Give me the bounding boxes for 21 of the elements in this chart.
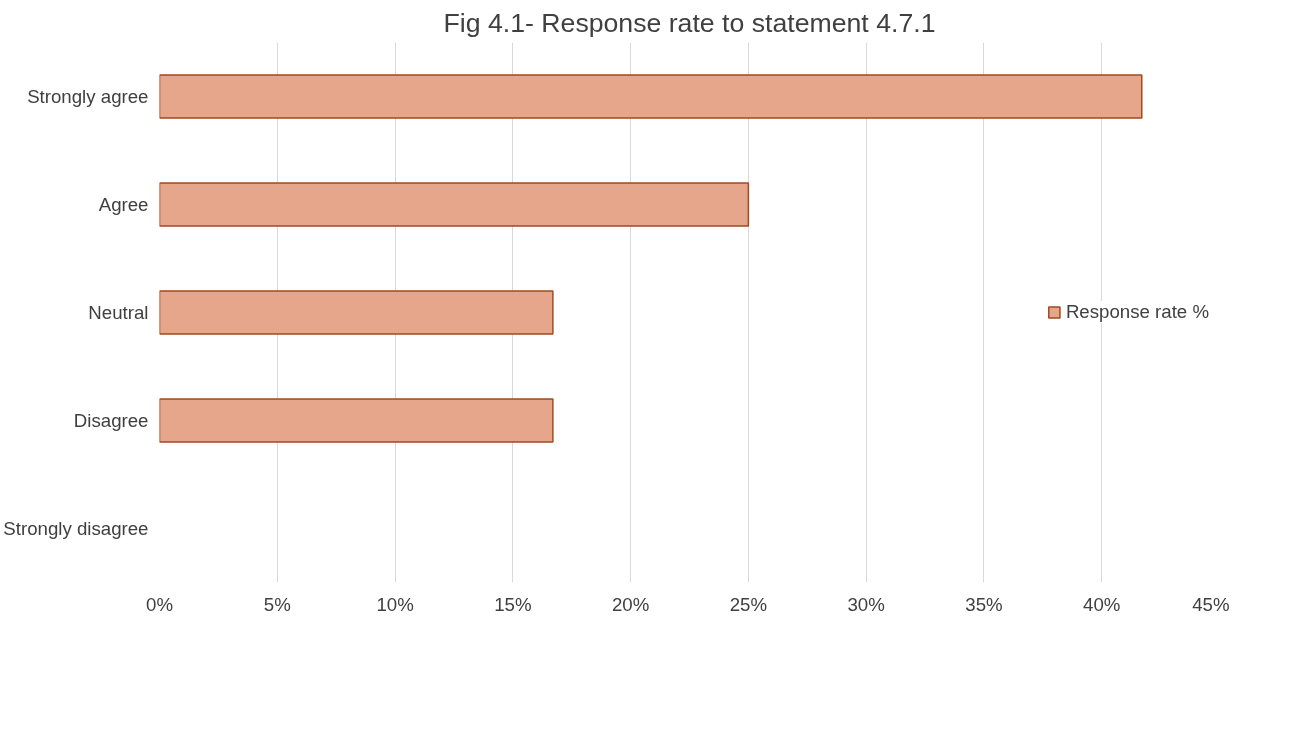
y-tick-label: Strongly disagree [3, 518, 149, 539]
x-tick-label: 45% [1192, 593, 1230, 615]
x-tick-label: 15% [494, 593, 532, 615]
y-tick-label: Agree [98, 194, 149, 215]
y-tick-label: Disagree [73, 410, 149, 431]
chart-title: Fig 4.1- Response rate to statement 4.7.1 [443, 7, 936, 38]
x-tick-label: 10% [376, 593, 414, 615]
x-tick-label: 25% [729, 593, 768, 615]
legend-label: Response rate % [1065, 301, 1209, 323]
x-tick-label: 40% [1083, 593, 1121, 615]
x-tick-label: 35% [965, 593, 1003, 615]
bar [159, 74, 1143, 119]
bar [159, 182, 750, 227]
y-tick-label: Neutral [88, 302, 149, 323]
x-tick-label: 5% [263, 593, 291, 615]
y-tick-label: Strongly agree [27, 86, 149, 107]
x-tick-label: 20% [611, 593, 650, 615]
bar [159, 290, 554, 335]
x-tick-label: 0% [146, 593, 173, 615]
x-tick-label: 30% [847, 593, 885, 615]
bar [159, 398, 554, 443]
